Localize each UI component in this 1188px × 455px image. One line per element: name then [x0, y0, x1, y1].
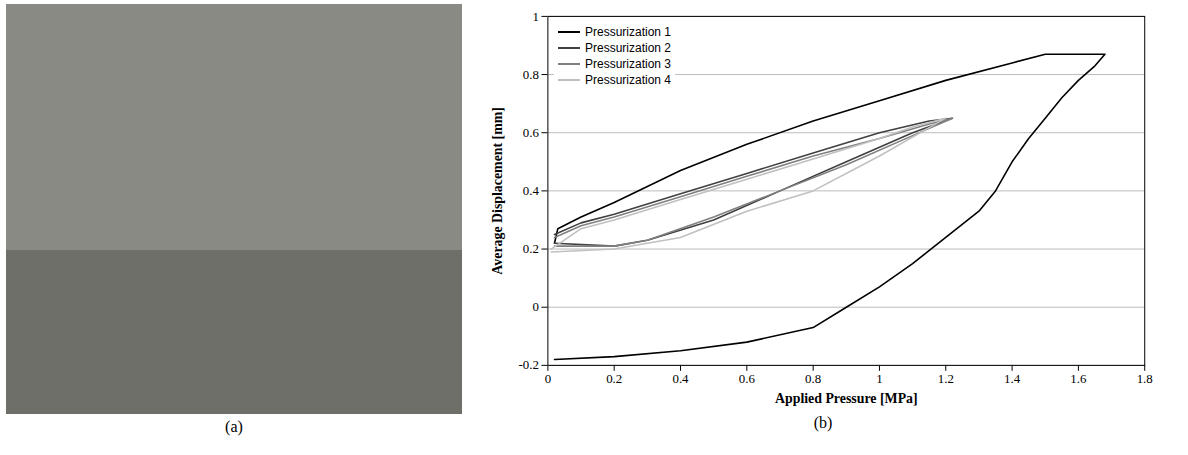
html-text:(a): (a) [225, 418, 243, 435]
svg-text:-0.2: -0.2 [519, 358, 539, 372]
svg-text:0.8: 0.8 [805, 372, 821, 386]
svg-text:1.2: 1.2 [938, 372, 954, 386]
svg-text:0: 0 [533, 300, 539, 314]
svg-text:1: 1 [876, 372, 882, 386]
svg-text:0.6: 0.6 [739, 372, 756, 386]
html-text:Pressurization 3: Pressurization 3 [585, 57, 671, 71]
svg-text:1.8: 1.8 [1137, 372, 1153, 386]
html-text:(b): (b) [813, 414, 833, 432]
html-text:Pressurization 1: Pressurization 1 [585, 25, 671, 39]
svg-text:0.2: 0.2 [523, 242, 539, 256]
svg-text:1: 1 [533, 10, 539, 24]
html-text:Pressurization 4: Pressurization 4 [585, 73, 671, 87]
svg-text:Applied Pressure [MPa]: Applied Pressure [MPa] [775, 391, 918, 406]
svg-text:0.4: 0.4 [523, 184, 540, 198]
html-text:Pressurization 2: Pressurization 2 [585, 41, 671, 55]
svg-text:0.2: 0.2 [606, 372, 622, 386]
svg-text:0.8: 0.8 [523, 68, 539, 82]
svg-text:1.6: 1.6 [1070, 372, 1087, 386]
svg-text:Average Displacement [mm]: Average Displacement [mm] [490, 107, 505, 275]
svg-text:0: 0 [545, 372, 551, 386]
svg-text:1.4: 1.4 [1004, 372, 1021, 386]
svg-text:0.6: 0.6 [523, 126, 540, 140]
svg-text:0.4: 0.4 [672, 372, 689, 386]
